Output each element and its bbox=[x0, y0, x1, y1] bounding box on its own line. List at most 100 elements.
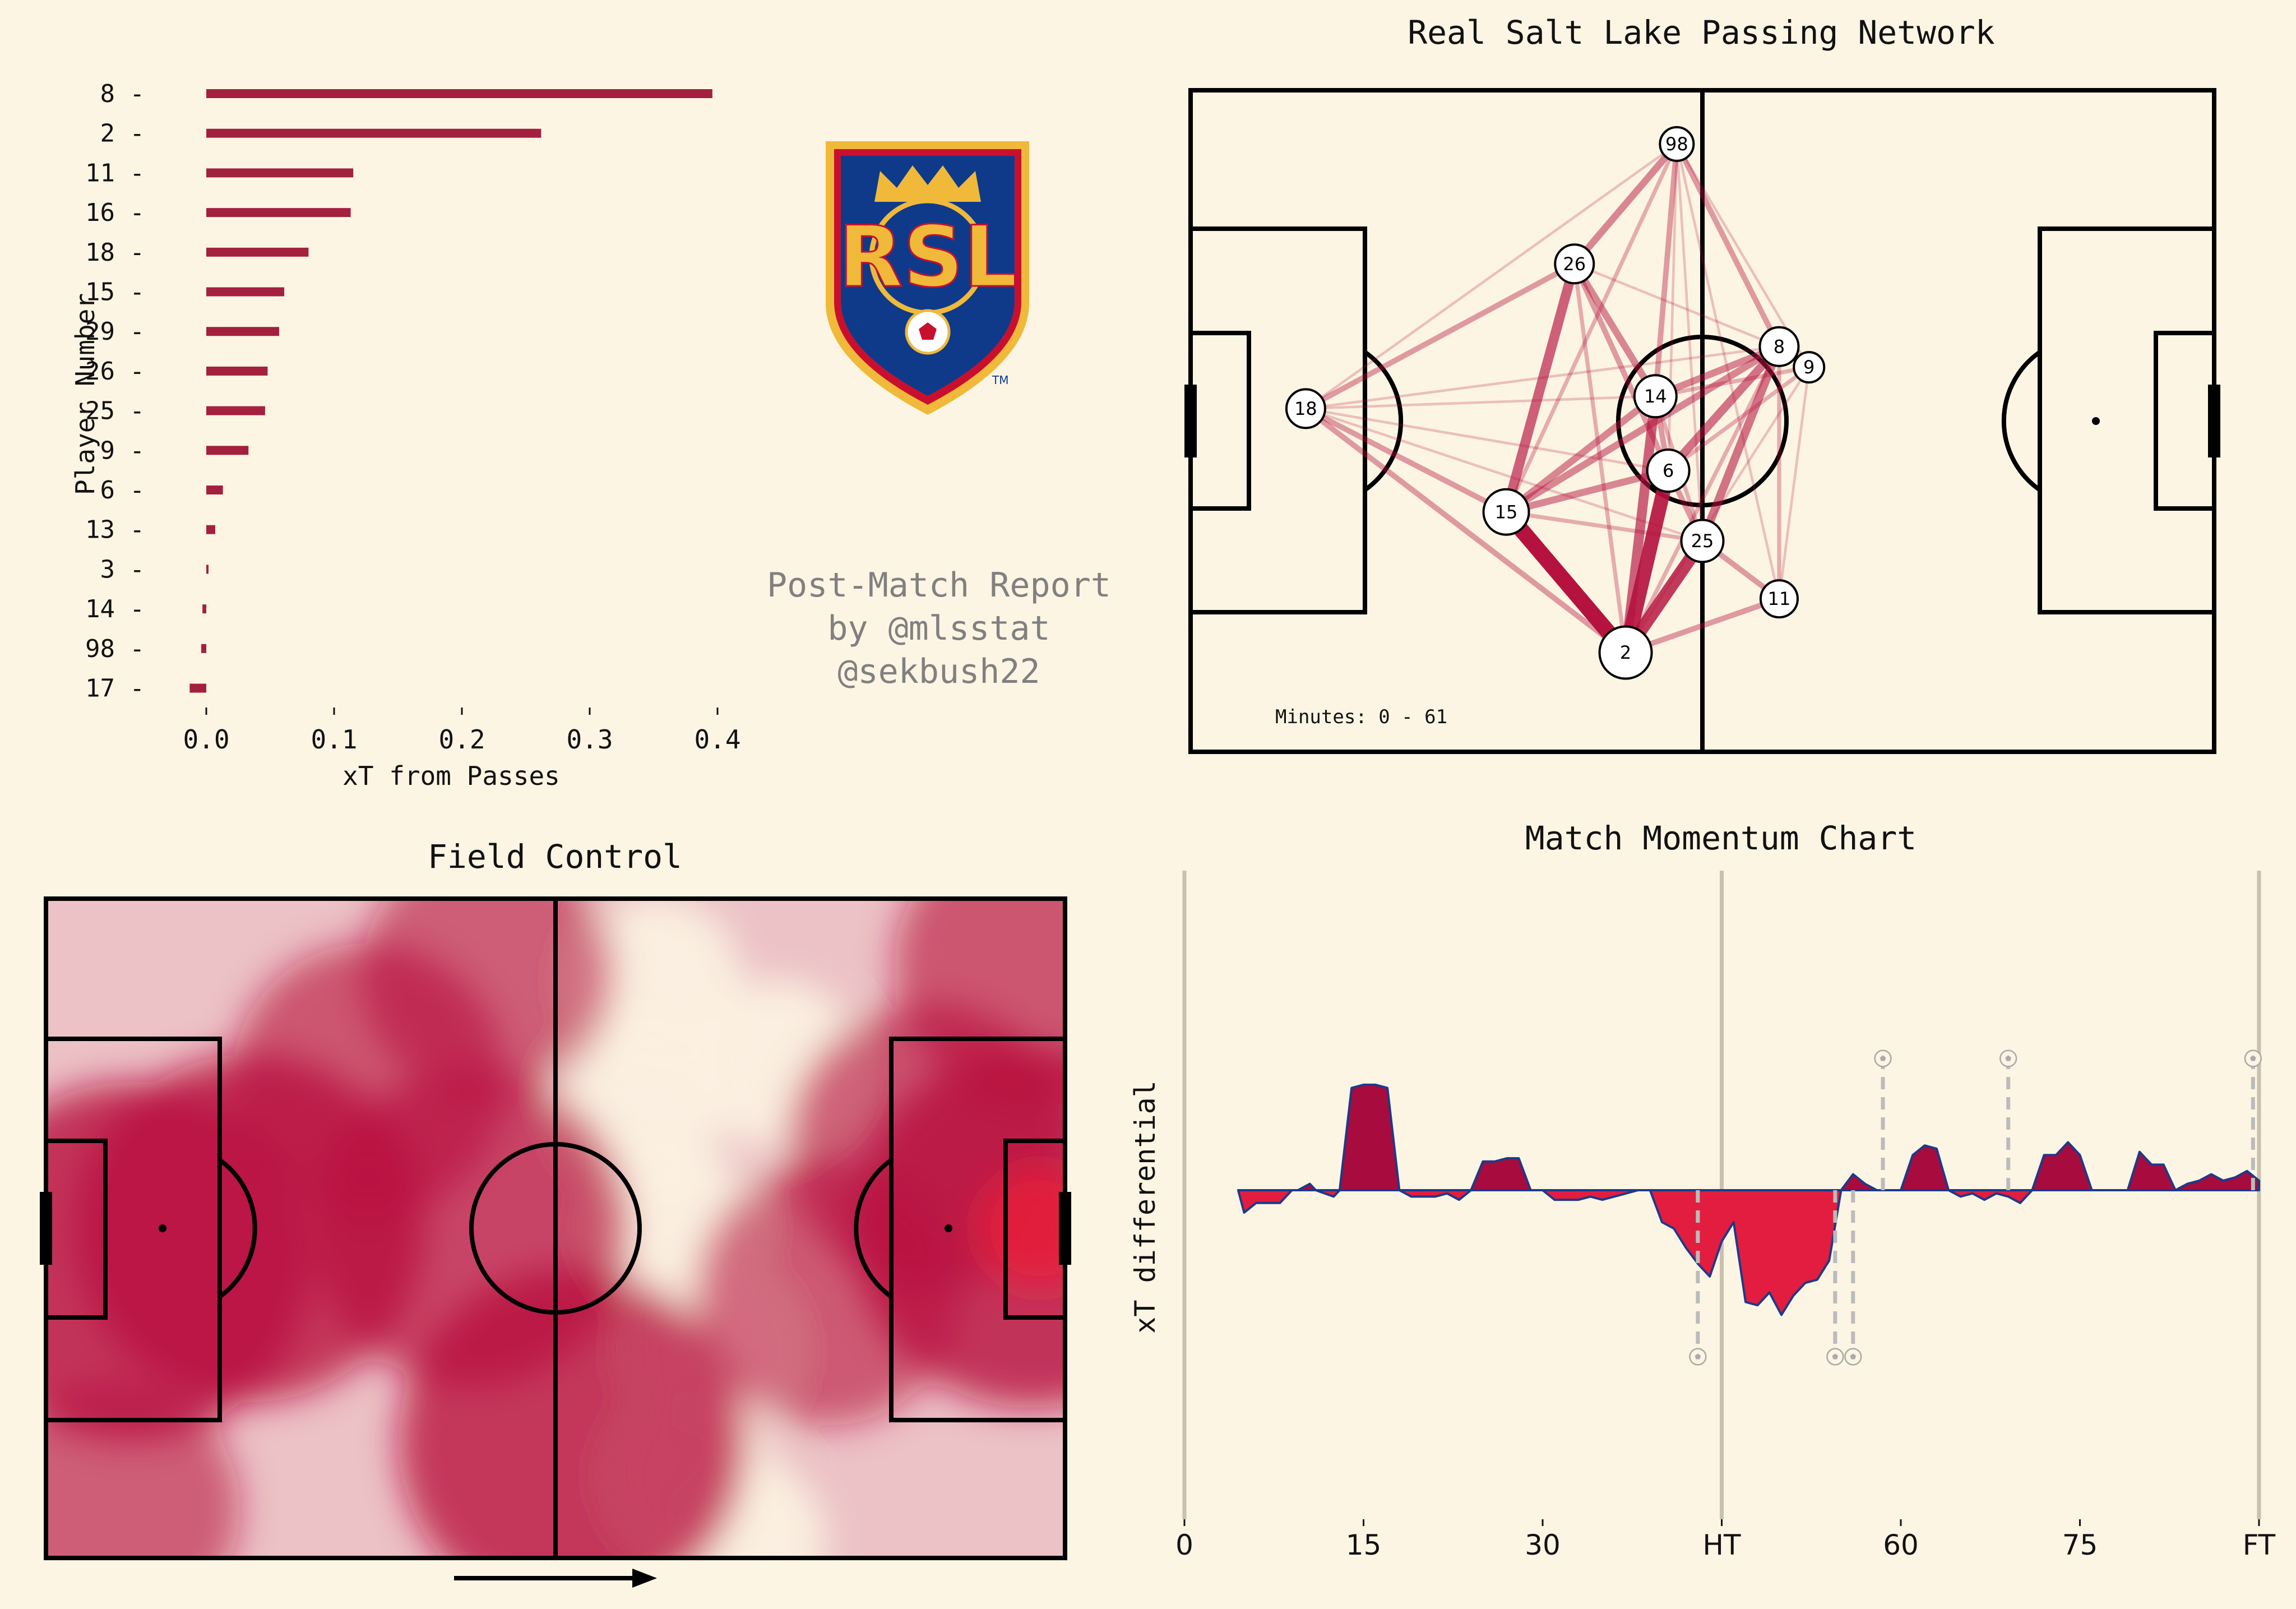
network-node-circle bbox=[1646, 449, 1691, 493]
network-edge bbox=[1504, 510, 1705, 543]
network-edge bbox=[1571, 261, 1672, 474]
momentum-x-tick-label: 60 bbox=[1883, 1529, 1919, 1561]
network-node-label: 14 bbox=[1644, 386, 1667, 407]
goal-ball-icon bbox=[1689, 1348, 1707, 1366]
momentum-areas bbox=[1237, 1083, 2260, 1316]
momentum-away-area bbox=[1237, 1189, 1293, 1214]
network-node-2: 2 bbox=[1598, 625, 1653, 680]
xt-bar bbox=[206, 525, 215, 534]
credits-line-1: Post-Match Report bbox=[767, 566, 1111, 605]
network-edge bbox=[1675, 142, 1781, 600]
xt-y-tick-label: 2 - bbox=[100, 119, 145, 148]
momentum-title: Match Momentum Chart bbox=[1525, 819, 1917, 857]
xt-bar bbox=[206, 287, 285, 297]
network-node-15: 15 bbox=[1482, 488, 1530, 536]
fc-hotspot bbox=[398, 1268, 747, 1558]
network-edge bbox=[1502, 467, 1672, 516]
network-node-label: 18 bbox=[1294, 398, 1317, 419]
network-edge bbox=[1674, 141, 1782, 350]
network-node-circle bbox=[1482, 488, 1530, 536]
xt-y-tick-label: 25 - bbox=[85, 397, 145, 426]
xt-y-tick-label: 8 - bbox=[100, 80, 145, 108]
xt-x-tick-label: 0.4 bbox=[694, 724, 740, 755]
network-node-label: 6 bbox=[1663, 460, 1674, 482]
network-node-label: 26 bbox=[1563, 253, 1586, 275]
network-node-circle bbox=[1285, 388, 1326, 429]
xt-bar bbox=[189, 683, 206, 693]
network-edge bbox=[1664, 342, 1784, 475]
credits-line-2: by @mlsstat bbox=[827, 609, 1050, 648]
momentum-x-tick-label: FT bbox=[2243, 1529, 2276, 1561]
network-edge bbox=[1777, 366, 1811, 600]
network-node-label: 11 bbox=[1768, 588, 1791, 609]
network-node-11: 11 bbox=[1759, 579, 1799, 619]
momentum-chart: Match Momentum Chart xT differential 0 15… bbox=[1129, 819, 2276, 1561]
momentum-x-tick-label: 15 bbox=[1346, 1529, 1382, 1561]
network-edge bbox=[1652, 343, 1783, 400]
momentum-home-area bbox=[2126, 1150, 2177, 1191]
momentum-x-tick-label: 30 bbox=[1525, 1529, 1561, 1561]
momentum-away-area bbox=[1649, 1189, 1843, 1316]
momentum-x-tick-label: HT bbox=[1702, 1529, 1741, 1561]
field-control-pitch-markings bbox=[40, 896, 1071, 1560]
xt-x-tick-label: 0.1 bbox=[311, 724, 357, 755]
network-node-14: 14 bbox=[1633, 374, 1678, 419]
xt-y-tick-label: 14 - bbox=[85, 595, 145, 623]
network-edge bbox=[1621, 391, 1661, 658]
network-node-8: 8 bbox=[1758, 326, 1800, 367]
goal-ball-icon bbox=[2244, 1049, 2262, 1067]
network-node-circle bbox=[1758, 326, 1800, 367]
fc-penalty-spot-right bbox=[945, 1224, 952, 1232]
xt-y-tick-label: 26 - bbox=[85, 357, 145, 386]
network-edge bbox=[1653, 365, 1811, 399]
network-edge bbox=[1304, 407, 1704, 543]
network-edges bbox=[1303, 140, 1811, 660]
crest-letters: RSL bbox=[838, 209, 1017, 306]
momentum-away-area bbox=[1947, 1189, 2034, 1204]
network-node-circle bbox=[1554, 243, 1595, 285]
network-edge bbox=[1502, 343, 1783, 516]
attack-direction-arrow-icon bbox=[454, 1569, 657, 1588]
xt-y-tick-label: 9 - bbox=[100, 436, 145, 465]
passing-network-title: Real Salt Lake Passing Network bbox=[1408, 13, 1995, 52]
soccer-ball-icon bbox=[905, 309, 951, 355]
xt-x-tick-labels: 0.0 0.1 0.2 0.3 0.4 bbox=[183, 708, 741, 755]
network-minutes-annotation: Minutes: 0 - 61 bbox=[1275, 706, 1447, 728]
xt-bar bbox=[206, 565, 209, 574]
network-edge bbox=[1572, 262, 1628, 655]
xt-bar bbox=[206, 168, 354, 178]
xt-bar bbox=[206, 406, 265, 415]
fc-hotspot bbox=[696, 1163, 959, 1426]
network-edge bbox=[1303, 405, 1628, 655]
xt-bar bbox=[206, 327, 279, 336]
xt-bar bbox=[201, 644, 206, 653]
network-node-6: 6 bbox=[1646, 449, 1691, 493]
network-edge bbox=[1623, 344, 1781, 655]
xt-bar bbox=[206, 208, 351, 218]
fc-hotspot bbox=[46, 1382, 240, 1558]
network-node-label: 25 bbox=[1691, 530, 1714, 552]
momentum-home-area bbox=[1470, 1157, 1532, 1191]
xt-y-tick-label: 15 - bbox=[85, 278, 145, 307]
network-node-circle bbox=[1633, 374, 1678, 419]
network-edge bbox=[1667, 142, 1678, 472]
momentum-x-tick-label: 0 bbox=[1175, 1529, 1193, 1561]
xt-bar bbox=[206, 128, 541, 138]
network-node-label: 9 bbox=[1803, 357, 1814, 378]
fc-hotspot bbox=[361, 899, 614, 1099]
goal-ball-icon bbox=[1844, 1348, 1862, 1366]
network-node-label: 2 bbox=[1620, 642, 1631, 663]
network-node-9: 9 bbox=[1793, 351, 1826, 384]
network-center-spot bbox=[1700, 419, 1705, 423]
xt-x-tick-label: 0.3 bbox=[566, 724, 613, 755]
network-node-label: 15 bbox=[1495, 501, 1518, 523]
momentum-home-area bbox=[1338, 1083, 1401, 1191]
network-edge bbox=[1304, 407, 1670, 472]
network-node-circle bbox=[1793, 351, 1826, 384]
xt-y-tick-label: 3 - bbox=[100, 555, 145, 584]
momentum-away-area bbox=[1398, 1189, 1473, 1201]
network-node-circle bbox=[1659, 126, 1695, 162]
network-node-circle bbox=[1598, 625, 1653, 680]
network-node-25: 25 bbox=[1680, 519, 1725, 563]
goal-ball-icon bbox=[1999, 1049, 2017, 1067]
